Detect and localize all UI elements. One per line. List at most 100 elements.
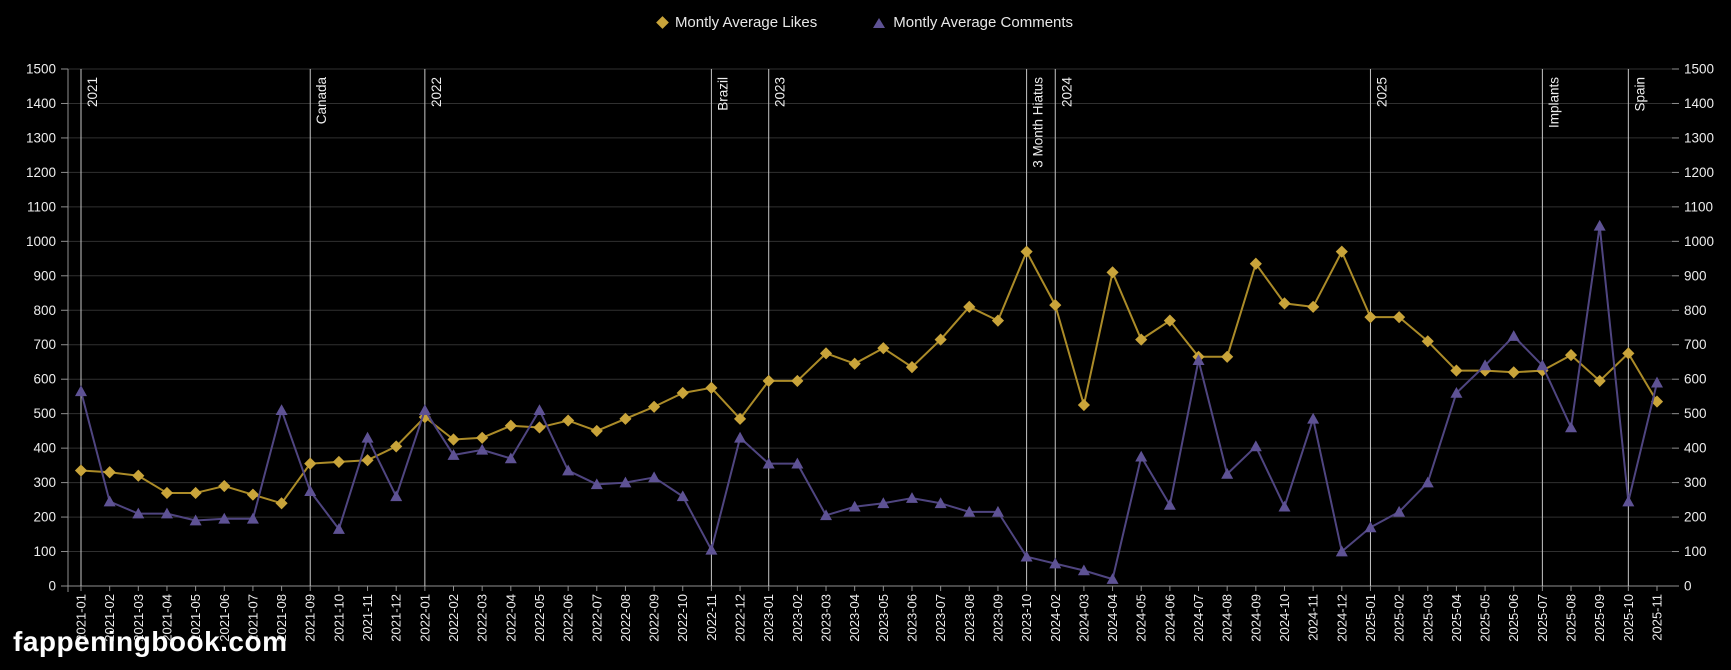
y-tick-label-right: 1000 (1684, 234, 1714, 249)
comments-point (934, 497, 947, 509)
comments-point (1049, 557, 1062, 569)
comments-point (246, 512, 259, 524)
y-tick-label-right: 900 (1684, 268, 1707, 283)
likes-point (332, 455, 345, 469)
comments-point (762, 457, 775, 469)
comments-point (218, 512, 231, 524)
legend-item-likes[interactable]: Montly Average Likes (656, 14, 817, 31)
comments-point (160, 507, 173, 519)
x-tick-label: 2023-05 (876, 594, 891, 642)
comments-point (504, 452, 517, 464)
comments-point (476, 443, 489, 455)
x-tick-label: 2025-07 (1535, 594, 1550, 642)
x-tick-label: 2022-12 (733, 594, 748, 642)
likes-point (160, 486, 174, 500)
likes-point (533, 421, 546, 434)
comments-point (1335, 545, 1348, 557)
comments-point (1364, 521, 1377, 533)
likes-point (1135, 333, 1148, 346)
y-tick-label-left: 200 (33, 510, 56, 525)
y-tick-label-right: 1300 (1684, 130, 1714, 145)
x-tick-label: 2023-02 (790, 594, 805, 642)
annotation-label: Implants (1546, 77, 1561, 128)
y-tick-label-right: 100 (1684, 544, 1707, 559)
comments-point (877, 497, 890, 509)
x-tick-label: 2024-02 (1048, 594, 1063, 642)
y-tick-label-right: 1100 (1684, 199, 1713, 214)
x-tick-label: 2023-04 (847, 594, 862, 642)
x-tick-label: 2023-09 (990, 594, 1005, 642)
x-tick-label: 2022-07 (589, 594, 604, 642)
legend-item-comments[interactable]: Montly Average Comments (873, 14, 1073, 31)
comments-point (75, 385, 87, 397)
x-tick-label: 2021-12 (389, 594, 404, 642)
likes-point (189, 486, 202, 500)
comments-point (1249, 440, 1262, 452)
x-tick-label: 2021-01 (74, 594, 89, 642)
likes-point (676, 386, 689, 400)
x-tick-label: 2024-12 (1334, 594, 1349, 642)
likes-point (733, 412, 747, 425)
annotation-label: Brazil (715, 77, 730, 111)
x-tick-label: 2021-09 (303, 594, 318, 642)
x-tick-label: 2022-03 (475, 594, 490, 642)
likes-point (1049, 299, 1062, 312)
y-tick-label-right: 600 (1684, 372, 1707, 387)
x-tick-label: 2025-03 (1420, 594, 1435, 642)
comments-point (1593, 219, 1606, 231)
comments-point (734, 431, 747, 443)
comments-point (1192, 354, 1205, 366)
likes-point (1450, 364, 1463, 377)
x-tick-label: 2022-02 (446, 594, 461, 642)
x-tick-label: 2025-01 (1363, 594, 1378, 642)
y-tick-label-left: 300 (33, 475, 56, 490)
y-tick-label-left: 1200 (26, 165, 56, 180)
x-tick-label: 2022-04 (503, 594, 518, 642)
comments-point (447, 449, 460, 460)
likes-point (103, 466, 116, 479)
annotation-label: Spain (1632, 77, 1647, 112)
likes-point (218, 479, 231, 493)
x-tick-label: 2021-05 (188, 594, 203, 642)
comments-point (648, 471, 661, 483)
x-tick-label: 2021-03 (131, 594, 146, 642)
y-tick-label-left: 1300 (26, 130, 56, 145)
comments-point (590, 478, 603, 490)
x-tick-label: 2025-10 (1621, 594, 1636, 642)
likes-point (991, 314, 1005, 327)
y-tick-label-right: 800 (1684, 303, 1707, 318)
x-tick-label: 2023-10 (1019, 594, 1034, 642)
x-tick-label: 2025-08 (1564, 594, 1579, 642)
x-tick-label: 2022-11 (704, 594, 719, 641)
y-tick-label-left: 400 (33, 441, 56, 456)
comments-point (1507, 330, 1520, 341)
comments-point (189, 514, 202, 526)
x-tick-label: 2024-03 (1076, 594, 1091, 642)
comments-point (1622, 495, 1635, 507)
x-tick-label: 2025-09 (1592, 594, 1607, 642)
y-tick-label-left: 800 (33, 303, 56, 318)
y-tick-label-right: 400 (1684, 441, 1707, 456)
comments-point (791, 457, 804, 469)
likes-point (504, 419, 517, 432)
likes-point (1507, 366, 1520, 379)
likes-point (1622, 347, 1635, 360)
likes-point (619, 412, 632, 425)
comments-point (820, 509, 833, 521)
likes-point (275, 497, 288, 510)
x-tick-label: 2024-10 (1277, 594, 1292, 642)
y-tick-label-left: 900 (33, 268, 56, 283)
comments-point (1020, 550, 1033, 562)
likes-point (1106, 266, 1119, 279)
x-tick-label: 2022-06 (561, 594, 576, 642)
y-tick-label-left: 0 (48, 579, 56, 594)
x-tick-label: 2022-09 (647, 594, 662, 642)
y-tick-label-right: 200 (1684, 510, 1707, 525)
likes-point (648, 400, 661, 413)
y-tick-label-right: 1400 (1684, 96, 1714, 111)
x-tick-label: 2022-05 (532, 594, 547, 642)
comments-point (1163, 499, 1176, 510)
x-tick-label: 2023-08 (962, 594, 977, 642)
x-tick-label: 2024-09 (1248, 594, 1263, 642)
comments-point (132, 507, 145, 519)
